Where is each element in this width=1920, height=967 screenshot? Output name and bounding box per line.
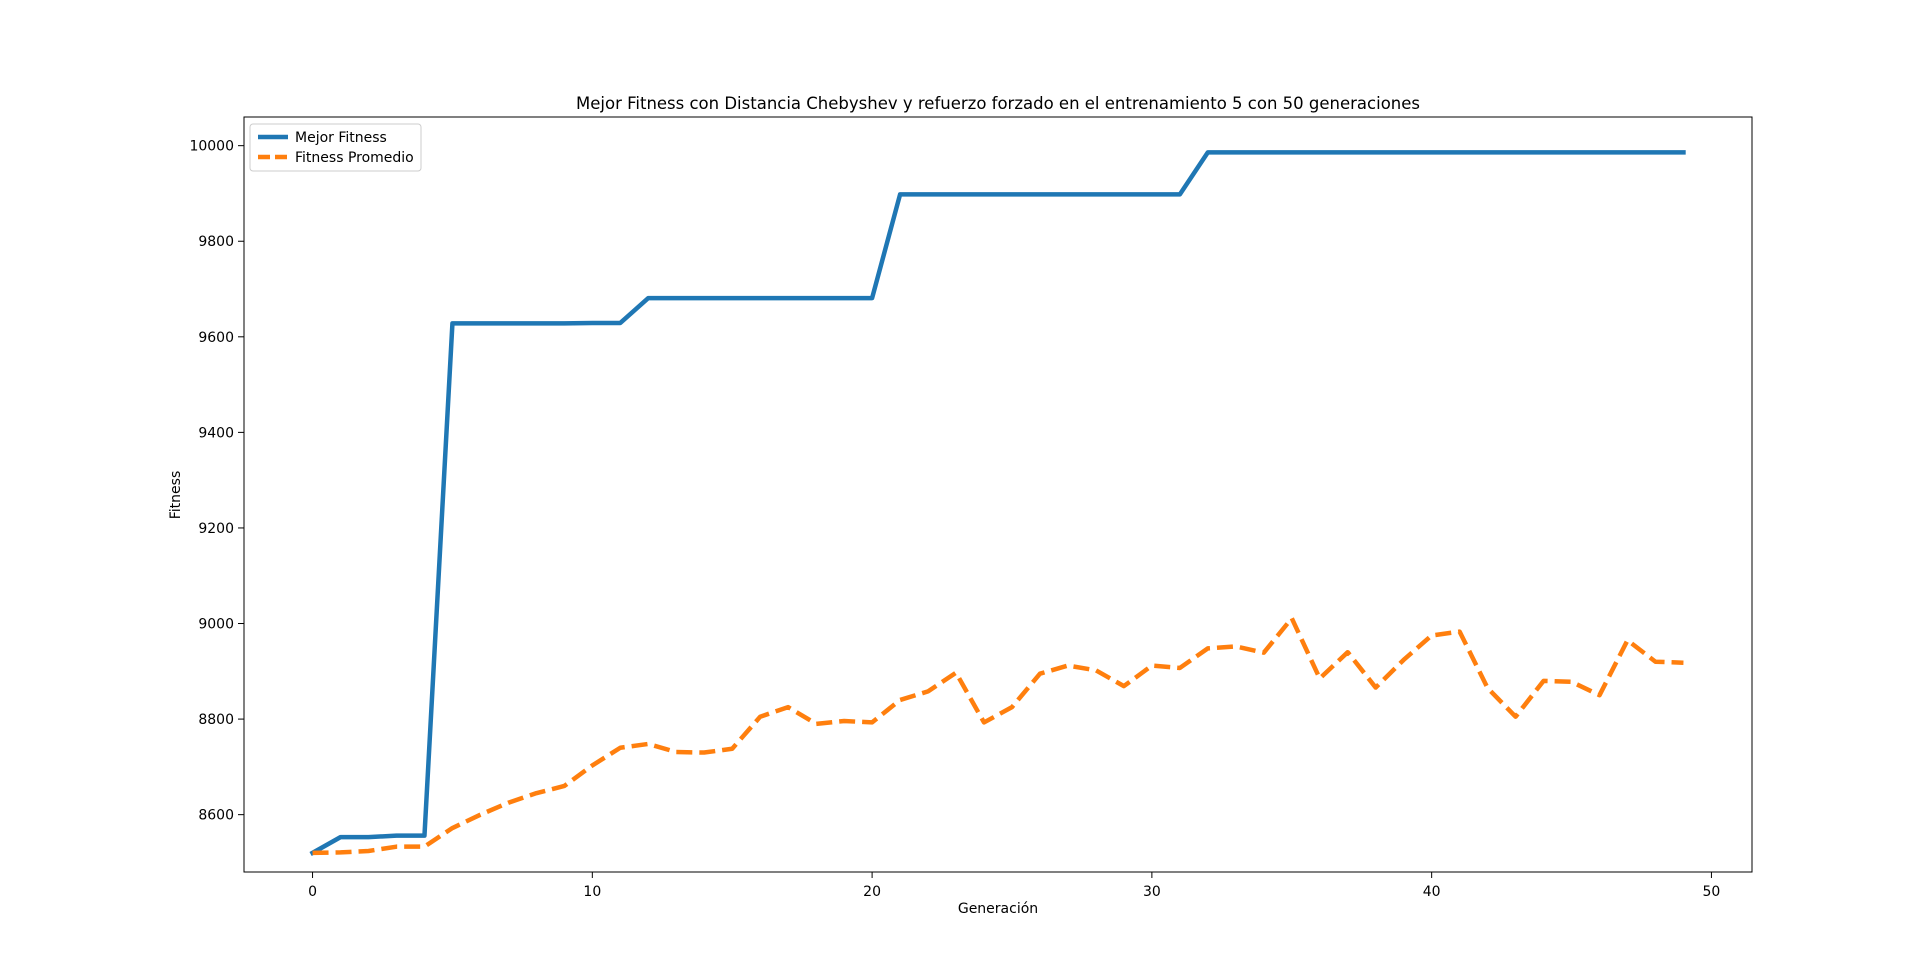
series-line-2	[312, 616, 1684, 856]
y-axis-ticks: 8600 8800 9000 9200 9400 9600 9800 10000	[189, 139, 244, 824]
y-tick-label: 9000	[198, 617, 234, 633]
x-tick-label: 10	[583, 884, 601, 900]
x-axis-ticks: 0 10 20 30 40 50	[308, 872, 1720, 900]
x-axis-label: Generación	[958, 901, 1038, 917]
x-tick-label: 20	[863, 884, 881, 900]
y-axis-label: Fitness	[168, 471, 184, 520]
y-tick-label: 9600	[198, 330, 234, 346]
series-line-1	[309, 150, 1686, 856]
x-tick-label: 50	[1703, 884, 1721, 900]
chart-title: Mejor Fitness con Distancia Chebyshev y …	[576, 94, 1420, 113]
axes-frame	[243, 116, 1753, 873]
y-tick-label: 8800	[198, 712, 234, 728]
y-tick-label: 10000	[189, 139, 234, 155]
x-tick-label: 30	[1143, 884, 1161, 900]
plot-lines	[309, 150, 1686, 856]
legend-box	[249, 123, 422, 172]
x-tick-label: 40	[1423, 884, 1441, 900]
y-tick-label: 8600	[198, 808, 234, 824]
y-tick-label: 9400	[198, 425, 234, 441]
y-tick-label: 9200	[198, 521, 234, 537]
legend: Mejor Fitness Fitness Promedio	[249, 123, 422, 172]
legend-label-1: Mejor Fitness	[295, 130, 387, 146]
legend-label-2: Fitness Promedio	[295, 150, 414, 166]
x-tick-label: 0	[308, 884, 317, 900]
y-tick-label: 9800	[198, 234, 234, 250]
